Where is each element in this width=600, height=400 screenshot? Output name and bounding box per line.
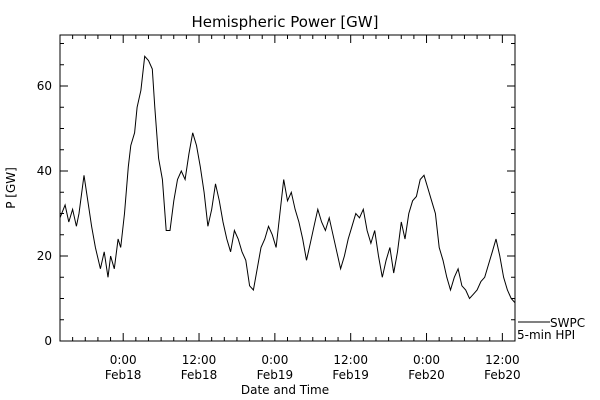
plot-frame <box>59 34 516 342</box>
x-tick-label-date: Feb19 <box>257 368 294 382</box>
x-tick-label-time: 12:00 <box>333 353 368 367</box>
x-tick-label-date: Feb18 <box>105 368 142 382</box>
x-tick-label-date: Feb18 <box>181 368 218 382</box>
chart-title: Hemispheric Power [GW] <box>192 13 379 31</box>
y-tick-label: 0 <box>44 334 52 348</box>
legend-label-line1: SWPC <box>550 316 585 330</box>
y-tick-label: 60 <box>37 79 52 93</box>
x-tick-label-time: 0:00 <box>110 353 137 367</box>
y-axis: 0 20 40 60 <box>37 43 515 348</box>
series-line-hpi <box>59 55 516 304</box>
x-tick-label-time: 0:00 <box>413 353 440 367</box>
x-tick-label-time: 0:00 <box>261 353 288 367</box>
x-axis: 0:00Feb1812:00Feb180:00Feb1912:00Feb190:… <box>59 35 521 382</box>
x-tick-label-date: Feb19 <box>332 368 369 382</box>
y-tick-label: 20 <box>37 249 52 263</box>
y-tick-label: 40 <box>37 164 52 178</box>
legend-label-line2: 5-min HPI <box>517 328 575 342</box>
x-tick-label-time: 12:00 <box>485 353 520 367</box>
x-tick-label-date: Feb20 <box>408 368 445 382</box>
x-axis-label: Date and Time <box>241 383 329 397</box>
y-axis-label: P [GW] <box>4 167 18 209</box>
x-tick-label-date: Feb20 <box>484 368 521 382</box>
x-tick-label-time: 12:00 <box>182 353 217 367</box>
